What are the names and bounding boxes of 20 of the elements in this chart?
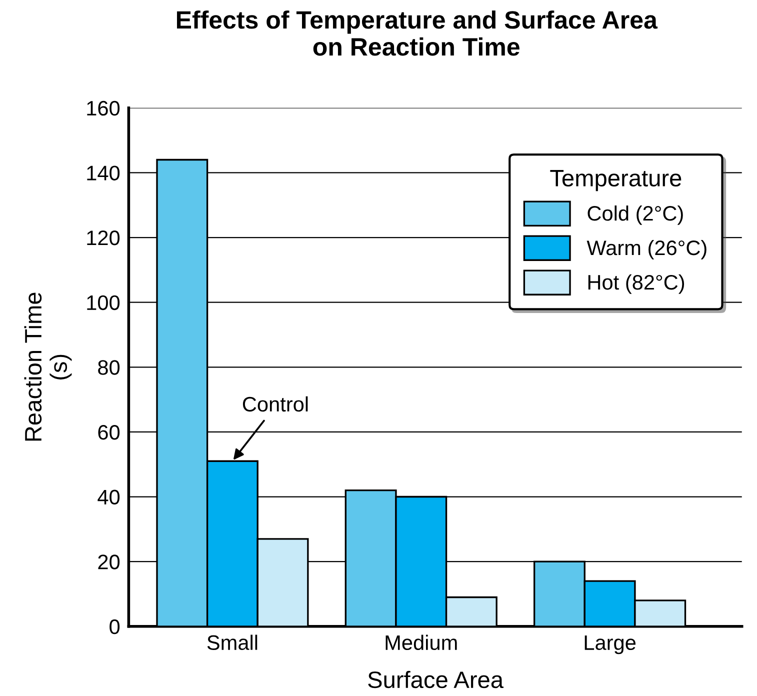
legend-title: Temperature bbox=[550, 170, 682, 192]
x-axis-title: Surface Area bbox=[368, 670, 504, 688]
y-axis-title: Reaction Time (s) bbox=[24, 292, 72, 441]
y-tick-label: 100 bbox=[87, 295, 120, 310]
annotation: Control bbox=[242, 396, 308, 412]
y-tick-label: 40 bbox=[98, 490, 120, 505]
legend-label: Warm (26°C) bbox=[586, 240, 706, 260]
y-tick-label: 0 bbox=[110, 619, 120, 634]
y-tick-label: 120 bbox=[87, 230, 120, 246]
y-tick-label: 80 bbox=[98, 360, 120, 375]
legend-label: Hot (82°C) bbox=[588, 274, 684, 294]
y-tick-label: 140 bbox=[87, 166, 120, 180]
y-tick-label: 60 bbox=[98, 424, 120, 440]
y-tick-label: 160 bbox=[87, 100, 120, 116]
legend-label: Cold (2°C) bbox=[588, 205, 683, 225]
x-tick-label: Large bbox=[584, 636, 636, 654]
x-tick-label: Medium bbox=[386, 634, 457, 650]
chart-title: Effects of Temperature and Surface Area on Reaction Time bbox=[176, 10, 658, 56]
x-tick-label: Small bbox=[207, 634, 258, 650]
y-tick-label: 20 bbox=[98, 554, 120, 570]
